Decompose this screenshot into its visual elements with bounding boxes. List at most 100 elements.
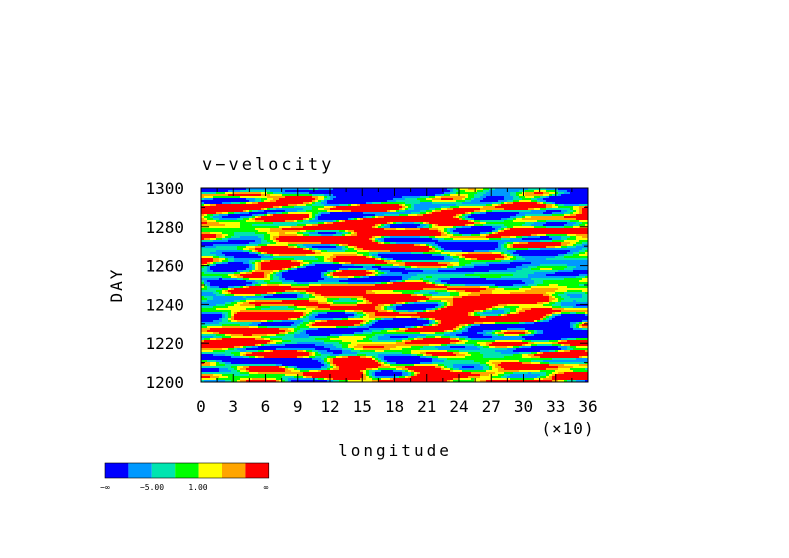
- heatmap-cell: [492, 228, 496, 231]
- heatmap-cell: [396, 236, 400, 239]
- heatmap-cell: [414, 190, 418, 193]
- heatmap-cell: [468, 214, 472, 217]
- heatmap-cell: [528, 204, 532, 207]
- heatmap-cell: [585, 212, 588, 215]
- heatmap-cell: [264, 230, 268, 233]
- heatmap-cell: [417, 224, 421, 227]
- heatmap-cell: [303, 226, 307, 229]
- heatmap-cell: [351, 208, 355, 211]
- heatmap-cell: [573, 242, 577, 245]
- heatmap-cell: [483, 200, 487, 203]
- heatmap-cell: [213, 198, 217, 201]
- heatmap-cell: [219, 222, 223, 225]
- heatmap-cell: [258, 232, 262, 235]
- heatmap-cell: [264, 220, 268, 223]
- heatmap-cell: [204, 232, 208, 235]
- heatmap-cell: [447, 216, 451, 219]
- heatmap-cell: [342, 194, 346, 197]
- heatmap-cell: [459, 226, 463, 229]
- heatmap-cell: [216, 190, 220, 193]
- heatmap-cell: [552, 206, 556, 209]
- heatmap-cell: [558, 224, 562, 227]
- heatmap-cell: [534, 224, 538, 227]
- heatmap-cell: [243, 196, 247, 199]
- heatmap-cell: [210, 218, 214, 221]
- heatmap-cell: [399, 244, 403, 247]
- heatmap-cell: [327, 236, 331, 239]
- heatmap-cell: [318, 234, 322, 237]
- heatmap-cell: [531, 230, 535, 233]
- heatmap-cell: [444, 212, 448, 215]
- heatmap-cell: [498, 202, 502, 205]
- heatmap-cell: [261, 196, 265, 199]
- heatmap-cell: [345, 194, 349, 197]
- heatmap-cell: [495, 190, 499, 193]
- heatmap-cell: [420, 192, 424, 195]
- heatmap-cell: [369, 240, 373, 243]
- heatmap-cell: [420, 228, 424, 231]
- heatmap-cell: [348, 244, 352, 247]
- heatmap-cell: [252, 220, 256, 223]
- heatmap-cell: [585, 230, 588, 233]
- heatmap-cell: [264, 222, 268, 225]
- heatmap-cell: [240, 222, 244, 225]
- heatmap-cell: [396, 200, 400, 203]
- heatmap-cell: [213, 212, 217, 215]
- heatmap-cell: [204, 210, 208, 213]
- heatmap-cell: [210, 234, 214, 237]
- heatmap-cell: [279, 192, 283, 195]
- heatmap-cell: [441, 232, 445, 235]
- heatmap-cell: [285, 228, 289, 231]
- heatmap-cell: [381, 216, 385, 219]
- heatmap-cell: [438, 228, 442, 231]
- heatmap-cell: [492, 222, 496, 225]
- heatmap-cell: [420, 208, 424, 211]
- heatmap-cell: [207, 210, 211, 213]
- heatmap-cell: [387, 190, 391, 193]
- heatmap-field: [201, 188, 588, 382]
- heatmap-cell: [216, 224, 220, 227]
- heatmap-cell: [357, 198, 361, 201]
- heatmap-cell: [426, 194, 430, 197]
- heatmap-cell: [450, 236, 454, 239]
- heatmap-cell: [483, 240, 487, 243]
- heatmap-cell: [288, 210, 292, 213]
- heatmap-cell: [267, 204, 271, 207]
- heatmap-cell: [471, 234, 475, 237]
- heatmap-cell: [558, 210, 562, 213]
- heatmap-cell: [549, 212, 553, 215]
- heatmap-cell: [303, 224, 307, 227]
- heatmap-cell: [225, 216, 229, 219]
- heatmap-cell: [417, 212, 421, 215]
- heatmap-cell: [303, 202, 307, 205]
- heatmap-cell: [216, 228, 220, 231]
- heatmap-cell: [423, 210, 427, 213]
- heatmap-cell: [294, 234, 298, 237]
- heatmap-cell: [354, 188, 358, 191]
- heatmap-cell: [492, 238, 496, 241]
- heatmap-cell: [567, 220, 571, 223]
- heatmap-cell: [336, 210, 340, 213]
- heatmap-cell: [417, 234, 421, 237]
- heatmap-cell: [414, 244, 418, 247]
- heatmap-cell: [381, 234, 385, 237]
- heatmap-cell: [279, 202, 283, 205]
- heatmap-cell: [288, 216, 292, 219]
- heatmap-cell: [375, 206, 379, 209]
- heatmap-cell: [246, 220, 250, 223]
- heatmap-cell: [336, 230, 340, 233]
- heatmap-cell: [519, 212, 523, 215]
- heatmap-cell: [234, 202, 238, 205]
- heatmap-cell: [381, 218, 385, 221]
- heatmap-cell: [528, 230, 532, 233]
- heatmap-cell: [540, 212, 544, 215]
- heatmap-cell: [552, 210, 556, 213]
- heatmap-cell: [477, 198, 481, 201]
- heatmap-cell: [375, 224, 379, 227]
- heatmap-cell: [291, 242, 295, 245]
- heatmap-cell: [321, 230, 325, 233]
- heatmap-cell: [207, 244, 211, 247]
- heatmap-cell: [516, 234, 520, 237]
- heatmap-cell: [405, 200, 409, 203]
- heatmap-cell: [291, 222, 295, 225]
